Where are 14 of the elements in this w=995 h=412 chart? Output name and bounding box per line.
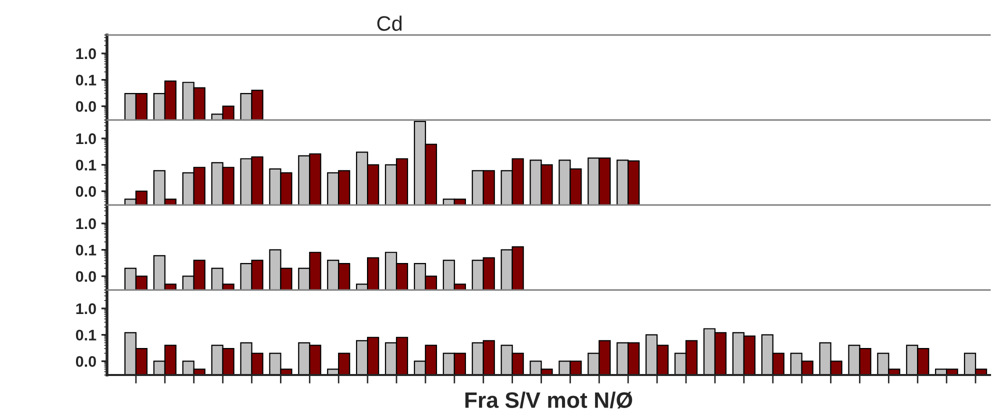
y-tick-label: 0.1	[76, 330, 96, 341]
y-tick-label: 0.0	[76, 186, 96, 197]
y-tick-label: 0.0	[76, 271, 96, 282]
y-tick-label: 1.0	[76, 133, 96, 144]
y-tick-label: 0.1	[76, 74, 96, 86]
y-tick-label: 0.1	[76, 160, 96, 171]
chart-title: Cd	[377, 16, 402, 31]
y-tick-label: 1.0	[76, 303, 96, 314]
y-tick-label: 0.1	[76, 244, 96, 256]
x-axis-title: Fra S/V mot N/Ø	[465, 392, 632, 409]
y-tick-label: 0.0	[76, 356, 96, 367]
y-tick-label: 1.0	[76, 48, 96, 60]
y-tick-label: 0.0	[76, 101, 96, 112]
y-tick-label: 1.0	[76, 218, 96, 230]
